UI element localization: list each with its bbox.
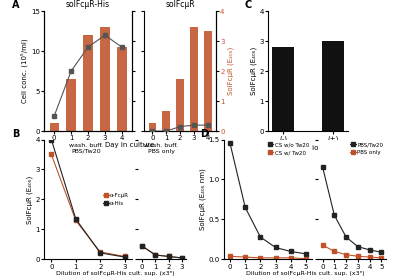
Y-axis label: SolFcμR (E₄₀₅): SolFcμR (E₄₀₅): [26, 175, 32, 223]
Bar: [190, 27, 198, 131]
PBS only: [356, 255, 360, 258]
Bar: [162, 111, 170, 131]
Bar: [176, 79, 184, 131]
CS w/o Tw20: [228, 142, 232, 145]
Text: D: D: [200, 129, 208, 139]
CS w/ Tw20: [228, 255, 232, 258]
CS w/o Tw20: [288, 250, 293, 253]
Text: wash. buff.
PBS/Tw20: wash. buff. PBS/Tw20: [69, 143, 103, 154]
PBS/Tw20: [344, 235, 348, 239]
Text: Dilution of solFcμR-His cult. sup. (x3ⁿ): Dilution of solFcμR-His cult. sup. (x3ⁿ): [56, 271, 174, 276]
Line: α-His: α-His: [50, 138, 126, 259]
Legend: PBS/Tw20, PBS only: PBS/Tw20, PBS only: [350, 142, 383, 155]
Bar: [100, 27, 110, 131]
Text: A: A: [12, 0, 20, 10]
Bar: [50, 123, 59, 131]
PBS/Tw20: [332, 214, 337, 217]
CS w/o Tw20: [243, 206, 248, 209]
PBS/Tw20: [356, 245, 360, 248]
CS w/ Tw20: [273, 256, 278, 259]
Bar: [66, 79, 76, 131]
PBS only: [379, 256, 384, 259]
α-FcμR: [49, 153, 54, 156]
CS w/ Tw20: [258, 256, 263, 259]
Legend: CS w/o Tw20, CS w/ Tw20: CS w/o Tw20, CS w/ Tw20: [268, 142, 309, 155]
PBS only: [320, 243, 325, 247]
Bar: [148, 123, 156, 131]
CS w/ Tw20: [243, 255, 248, 259]
Bar: [117, 47, 126, 131]
PBS only: [367, 255, 372, 259]
Line: CS w/ Tw20: CS w/ Tw20: [228, 254, 308, 260]
α-FcμR: [98, 250, 103, 254]
Line: PBS/Tw20: PBS/Tw20: [321, 166, 383, 254]
α-His: [98, 251, 103, 254]
α-His: [122, 255, 127, 259]
Text: C: C: [244, 0, 251, 10]
Legend: α-FcμR, α-His: α-FcμR, α-His: [103, 193, 129, 206]
α-FcμR: [73, 219, 78, 222]
CS w/o Tw20: [273, 246, 278, 249]
CS w/ Tw20: [304, 257, 308, 260]
Text: solFcμR: solFcμR: [165, 0, 195, 9]
Text: Day in culture: Day in culture: [105, 142, 155, 148]
PBS only: [332, 250, 337, 253]
Text: Dilution of solFcμR-His cult. sup. (x3ⁿ): Dilution of solFcμR-His cult. sup. (x3ⁿ): [246, 271, 364, 276]
Line: α-FcμR: α-FcμR: [50, 153, 126, 258]
Bar: [322, 41, 344, 131]
Y-axis label: Cell conc. (10⁵/ml): Cell conc. (10⁵/ml): [20, 39, 28, 104]
X-axis label: Filtration: Filtration: [292, 145, 324, 151]
CS w/ Tw20: [288, 256, 293, 259]
α-His: [49, 138, 54, 141]
PBS/Tw20: [367, 248, 372, 252]
Y-axis label: SolFcμR (E₄₀₅): SolFcμR (E₄₀₅): [228, 47, 234, 95]
Y-axis label: SolFcμR (E₄₀₅ nm): SolFcμR (E₄₀₅ nm): [199, 169, 206, 230]
Text: B: B: [12, 129, 19, 139]
Y-axis label: SolFcμR (E₄₀₅): SolFcμR (E₄₀₅): [250, 47, 256, 95]
Line: PBS only: PBS only: [321, 243, 383, 259]
PBS/Tw20: [320, 166, 325, 169]
PBS/Tw20: [379, 251, 384, 254]
Text: solFcμR-His: solFcμR-His: [66, 0, 110, 9]
α-His: [73, 217, 78, 221]
CS w/o Tw20: [258, 235, 263, 239]
α-FcμR: [122, 255, 127, 258]
Line: CS w/o Tw20: CS w/o Tw20: [228, 142, 308, 256]
Text: wash. buff.
PBS only: wash. buff. PBS only: [144, 143, 178, 154]
Bar: [204, 31, 212, 131]
Bar: [272, 47, 294, 131]
Bar: [83, 35, 93, 131]
CS w/o Tw20: [304, 252, 308, 256]
PBS only: [344, 253, 348, 256]
